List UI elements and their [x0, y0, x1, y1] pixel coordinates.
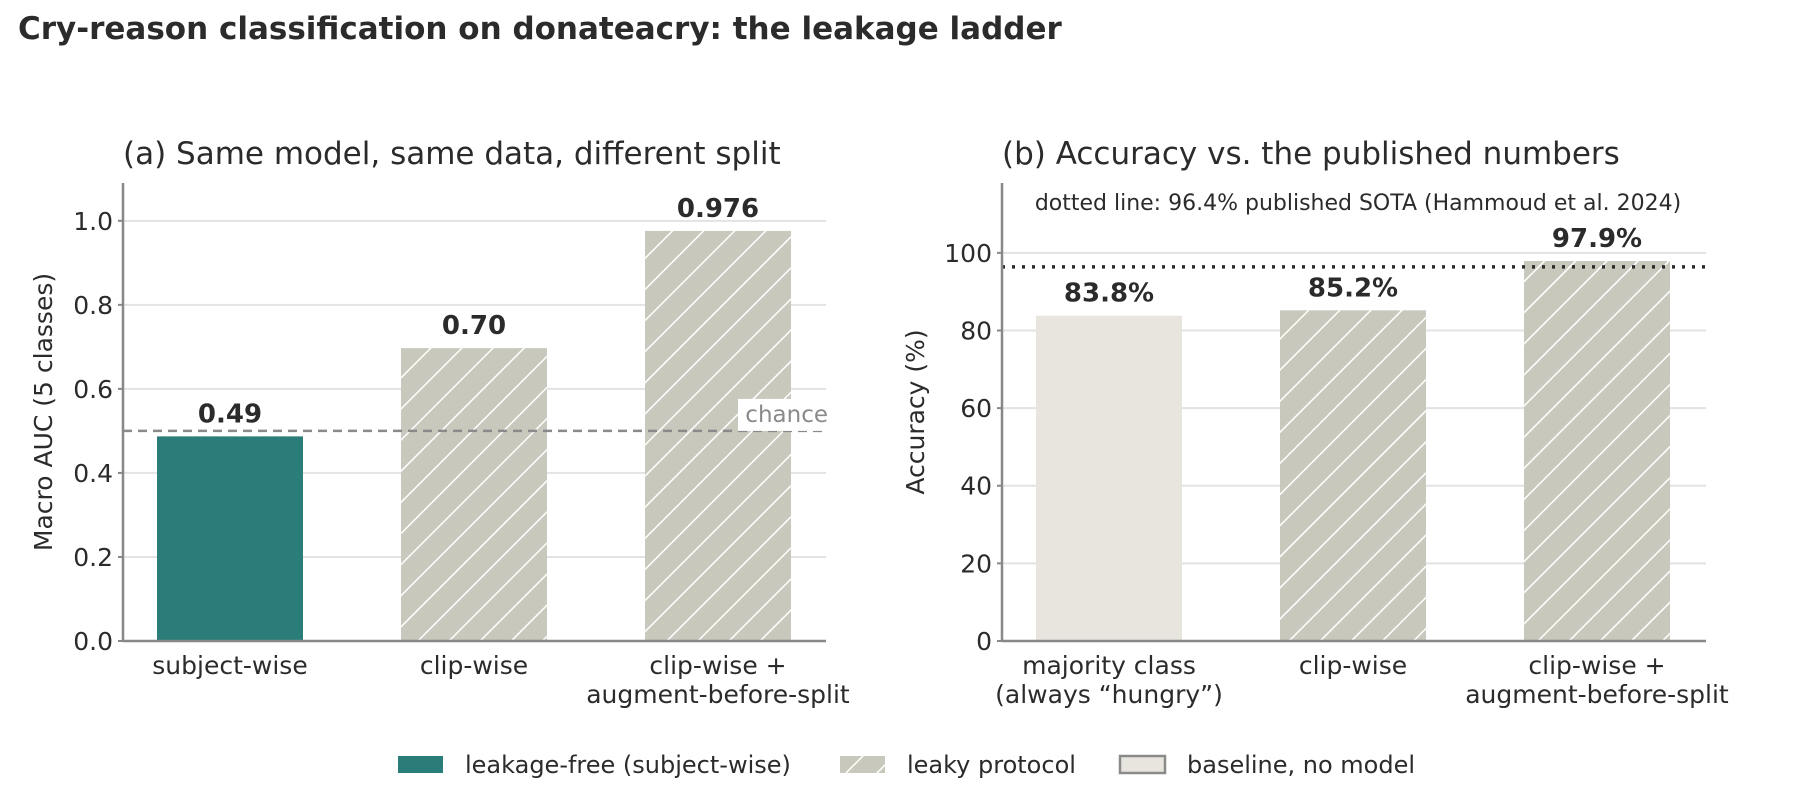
legend: leakage-free (subject-wise) leaky protoco…	[398, 751, 1415, 779]
legend-label: leakage-free (subject-wise)	[465, 751, 791, 779]
x-tick-label: (always “hungry”)	[995, 680, 1223, 709]
legend-label: baseline, no model	[1187, 751, 1415, 779]
x-tick-label: subject-wise	[152, 651, 307, 680]
x-tick-label: clip-wise +	[1528, 651, 1665, 680]
y-tick-label: 0.2	[73, 543, 113, 572]
bar-leaky	[401, 348, 547, 641]
panel-title: (b) Accuracy vs. the published numbers	[1002, 136, 1620, 172]
bar-value-label: 0.70	[442, 311, 506, 341]
panel-title: (a) Same model, same data, different spl…	[123, 136, 781, 172]
bar-value-label: 97.9%	[1552, 224, 1642, 254]
figure-title: Cry-reason classification on donateacry:…	[18, 11, 1063, 47]
chance-label-bg	[738, 398, 828, 431]
chance-label: chance	[745, 402, 828, 428]
y-tick-label: 40	[960, 472, 992, 501]
y-tick-label: 20	[960, 549, 992, 578]
y-axis-label: Macro AUC (5 classes)	[29, 273, 58, 551]
legend-label: leaky protocol	[907, 751, 1076, 779]
legend-swatch-leaky	[840, 756, 885, 773]
y-tick-label: 0.4	[73, 459, 113, 488]
legend-swatch-leakage_free	[398, 756, 443, 773]
x-tick-label: augment-before-split	[586, 680, 850, 709]
bar-leaky	[1280, 310, 1426, 641]
x-tick-label: clip-wise	[420, 651, 528, 680]
bar-value-label: 85.2%	[1308, 273, 1398, 303]
bar-value-label: 83.8%	[1064, 279, 1154, 309]
bar-leakage_free	[157, 436, 303, 641]
y-tick-label: 100	[944, 239, 992, 268]
x-tick-label: majority class	[1022, 651, 1196, 680]
y-axis-label: Accuracy (%)	[901, 329, 930, 494]
bar-value-label: 0.976	[677, 194, 759, 224]
y-tick-label: 60	[960, 394, 992, 423]
bar-value-label: 0.49	[198, 399, 262, 429]
y-tick-label: 0.6	[73, 375, 113, 404]
bar-baseline	[1036, 315, 1182, 641]
bar-leaky	[645, 230, 791, 641]
x-tick-label: clip-wise +	[649, 651, 786, 680]
sota-annotation: dotted line: 96.4% published SOTA (Hammo…	[1035, 191, 1681, 216]
chart-panel-a: 0.0 0.2 0.4 0.6 0.8 1.0 0.49 subject-wise 0.70 cl…	[29, 136, 850, 709]
legend-swatch-baseline	[1118, 754, 1167, 775]
y-tick-label: 0.0	[73, 627, 113, 656]
chart-panel-b: 0 20 40 60 80 100 83.8% majority class(always “…	[901, 136, 1729, 709]
x-tick-label: clip-wise	[1299, 651, 1407, 680]
y-tick-label: 1.0	[73, 207, 113, 236]
y-tick-label: 0	[976, 627, 992, 656]
y-tick-label: 0.8	[73, 291, 113, 320]
y-tick-label: 80	[960, 316, 992, 345]
bar-leaky	[1524, 261, 1670, 641]
x-tick-label: augment-before-split	[1465, 680, 1729, 709]
